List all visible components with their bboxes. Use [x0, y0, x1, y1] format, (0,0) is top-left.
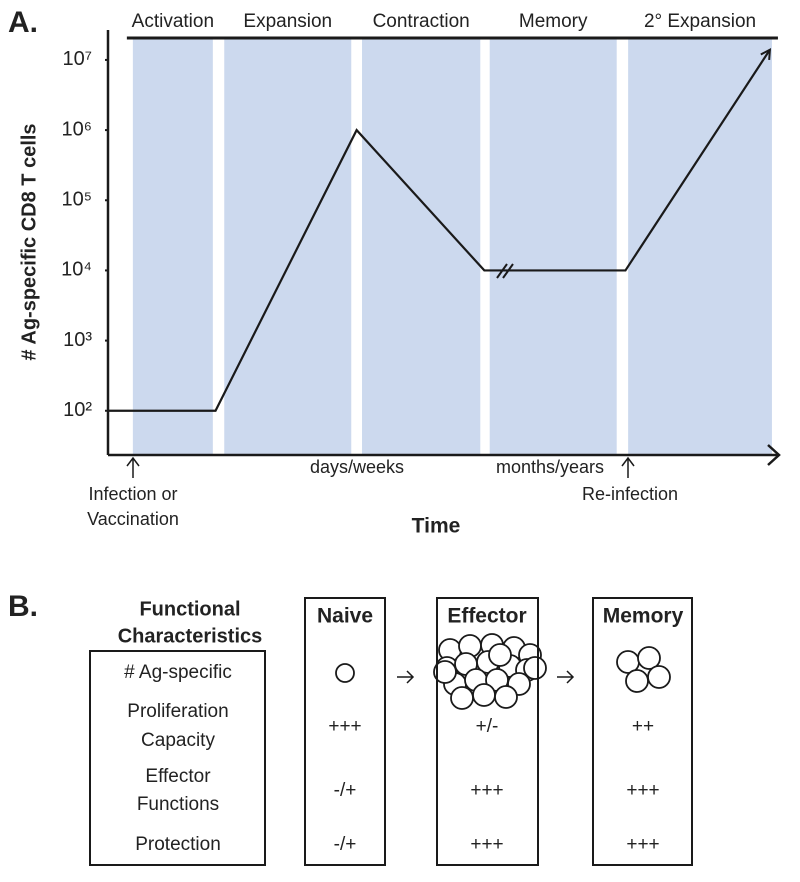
cell-value: +/-: [476, 716, 499, 737]
cell-value: +++: [470, 780, 503, 801]
axes: [89, 30, 781, 866]
cell-value: -/+: [334, 780, 357, 801]
phase-band: [489, 38, 617, 455]
cell-value: +++: [328, 716, 361, 737]
y-tick-label: 10²: [63, 399, 92, 421]
y-axis-title: # Ag-specific CD8 T cells: [18, 123, 40, 360]
cell-value: +++: [626, 834, 659, 855]
phase-band: [628, 38, 772, 455]
annotation: Infection or: [88, 484, 177, 504]
cell-icon: [433, 660, 457, 684]
row-label: Protection: [135, 834, 221, 855]
cell-value: +++: [470, 834, 503, 855]
phase-band: [224, 38, 352, 455]
cell-icon: [637, 646, 661, 670]
annotation: months/years: [496, 457, 604, 477]
column-header: Memory: [603, 605, 684, 628]
row-label: Capacity: [141, 730, 215, 751]
phase-label: Memory: [519, 11, 588, 32]
table-header: Characteristics: [118, 625, 263, 647]
cell-icon: [488, 643, 512, 667]
column-header: Effector: [447, 605, 526, 628]
cell-icon: [450, 686, 474, 710]
y-tick-label: 10⁴: [61, 259, 92, 281]
panel-label: B.: [8, 590, 38, 623]
annotation: days/weeks: [310, 457, 404, 477]
phase-label: Expansion: [243, 11, 332, 32]
row-label: Effector: [145, 766, 211, 787]
phase-band: [362, 38, 481, 455]
annotation: Re-infection: [582, 484, 678, 504]
row-label: Proliferation: [127, 701, 228, 722]
row-label: # Ag-specific: [124, 662, 232, 683]
cell-icon: [494, 685, 518, 709]
annotation: Vaccination: [87, 509, 179, 529]
x-axis-title: Time: [412, 515, 461, 538]
chart-layer: Activation Expansion Contraction Memory 2° E…: [61, 11, 778, 855]
cell-icon: [523, 656, 547, 680]
phase-label: 2° Expansion: [644, 11, 756, 32]
row-label: Functions: [137, 794, 219, 815]
cell-icon: [647, 665, 671, 689]
cell-value: +++: [626, 780, 659, 801]
cell-value: -/+: [334, 834, 357, 855]
y-tick-label: 10⁶: [62, 118, 92, 140]
phase-label: Contraction: [373, 11, 470, 32]
phase-band: [132, 38, 213, 455]
cell-icon: [625, 669, 649, 693]
data-line: [108, 50, 770, 412]
cell-value: ++: [632, 716, 654, 737]
panel-label: A.: [8, 6, 38, 39]
y-tick-label: 10⁷: [63, 48, 92, 70]
cell-icon: [472, 683, 496, 707]
cell-icon: [335, 663, 355, 683]
y-tick-label: 10³: [63, 329, 92, 351]
y-tick-label: 10⁵: [61, 189, 92, 211]
column-header: Naive: [317, 605, 373, 628]
phase-label: Activation: [132, 11, 214, 32]
table-header: Functional: [139, 598, 240, 620]
